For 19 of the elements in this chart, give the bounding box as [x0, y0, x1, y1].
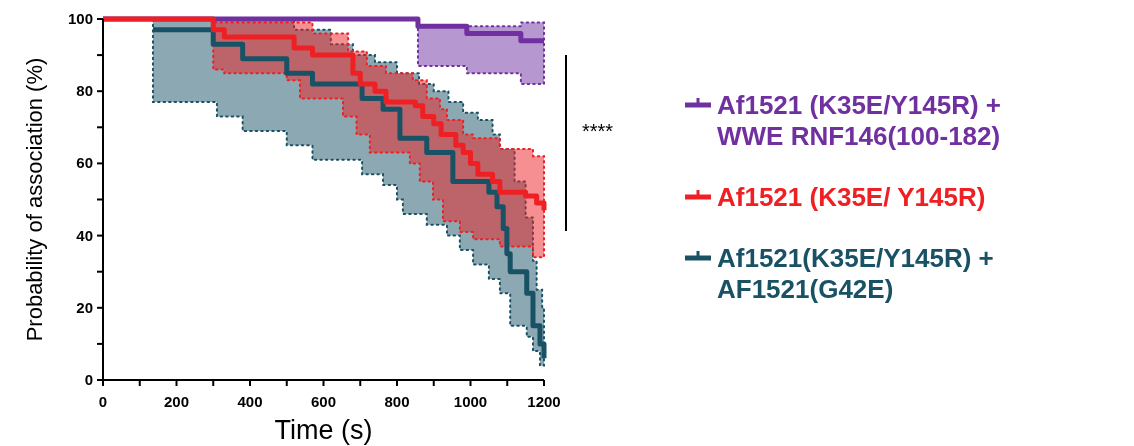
legend-label: Af1521 (K35E/Y145R) + WWE RNF146(100-182) [717, 90, 1001, 151]
y-tick-label: 0 [84, 371, 93, 388]
x-tick-label: 800 [384, 393, 410, 410]
legend-label: Af1521 (K35E/ Y145R) [717, 182, 986, 212]
y-tick-label: 40 [76, 226, 93, 244]
x-axis-title: Time (s) [274, 415, 373, 445]
x-tick-label: 0 [98, 393, 108, 410]
y-tick-label: 20 [76, 298, 93, 316]
y-tick-label: 60 [76, 154, 93, 172]
y-axis-title: Probability of association (%) [22, 57, 47, 342]
y-tick-label: 100 [67, 10, 93, 27]
x-tick-label: 1000 [453, 393, 488, 410]
x-tick-label: 600 [310, 393, 337, 410]
y-tick-label: 80 [76, 82, 93, 100]
x-tick-label: 400 [237, 393, 263, 410]
x-tick-label: 200 [163, 393, 190, 410]
text: **** [582, 120, 614, 142]
legend-label: Af1521(K35E/Y145R) + AF1521(G42E) [717, 243, 994, 304]
x-tick-label: 1200 [527, 393, 561, 410]
